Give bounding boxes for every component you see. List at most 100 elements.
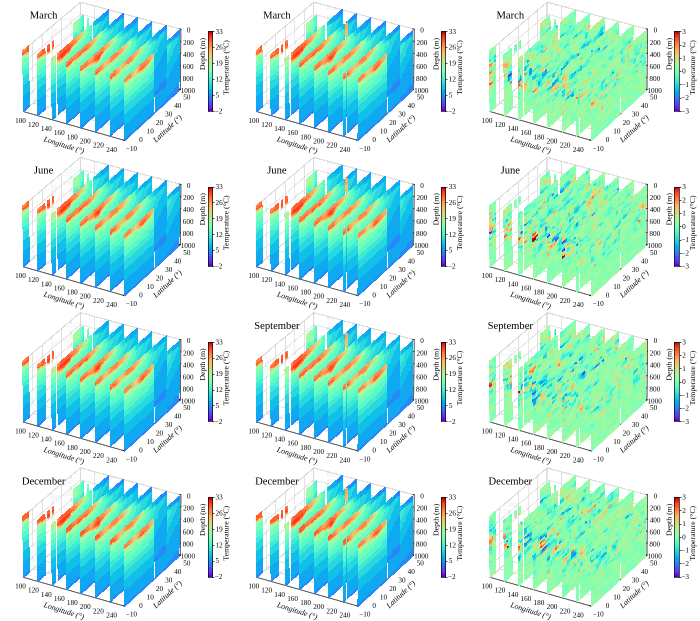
svg-text:30: 30: [398, 421, 406, 429]
svg-text:220: 220: [560, 607, 571, 615]
svg-text:120: 120: [261, 276, 272, 284]
svg-text:40: 40: [641, 257, 649, 265]
svg-text:2: 2: [682, 41, 686, 49]
svg-text:160: 160: [287, 284, 298, 292]
svg-text:400: 400: [416, 361, 427, 369]
svg-text:800: 800: [416, 541, 427, 549]
svg-text:180: 180: [534, 133, 545, 141]
svg-text:3: 3: [682, 28, 686, 36]
svg-text:100: 100: [15, 272, 26, 280]
svg-text:0: 0: [372, 447, 376, 455]
svg-text:140: 140: [508, 591, 519, 599]
svg-text:400: 400: [183, 361, 194, 369]
svg-text:400: 400: [416, 51, 427, 59]
svg-text:30: 30: [165, 266, 173, 274]
svg-text:240: 240: [106, 456, 117, 464]
svg-text:5: 5: [449, 247, 453, 255]
svg-text:200: 200: [417, 194, 428, 202]
svg-text:600: 600: [183, 529, 194, 537]
svg-text:100: 100: [15, 583, 26, 591]
svg-text:−10: −10: [592, 145, 604, 153]
svg-text:March: March: [496, 11, 524, 22]
svg-text:December: December: [22, 476, 66, 487]
svg-text:−3: −3: [681, 418, 689, 426]
svg-text:−1: −1: [681, 391, 689, 399]
svg-text:200: 200: [650, 39, 661, 47]
svg-text:240: 240: [340, 456, 351, 464]
svg-text:June: June: [34, 166, 54, 177]
svg-text:5: 5: [216, 247, 220, 255]
svg-text:26: 26: [449, 44, 457, 52]
svg-text:30: 30: [165, 421, 173, 429]
svg-text:200: 200: [183, 505, 194, 513]
svg-text:Depth (m): Depth (m): [431, 37, 440, 70]
svg-text:120: 120: [28, 587, 39, 595]
svg-text:Depth (m): Depth (m): [431, 193, 440, 226]
svg-text:200: 200: [80, 448, 91, 456]
svg-text:30: 30: [632, 576, 640, 584]
svg-text:0: 0: [682, 378, 686, 386]
svg-text:Temperature (°C): Temperature (°C): [222, 350, 231, 405]
svg-text:0: 0: [139, 447, 143, 455]
svg-text:1: 1: [682, 54, 686, 62]
svg-text:30: 30: [165, 111, 173, 119]
svg-text:240: 240: [573, 146, 584, 154]
svg-text:2: 2: [682, 352, 686, 360]
svg-text:200: 200: [313, 138, 324, 146]
svg-text:0: 0: [372, 291, 376, 299]
svg-text:180: 180: [300, 133, 311, 141]
svg-text:33: 33: [216, 338, 224, 346]
svg-text:400: 400: [650, 517, 661, 525]
svg-text:40: 40: [408, 102, 416, 110]
svg-text:5: 5: [449, 557, 453, 565]
svg-text:10: 10: [613, 128, 621, 136]
svg-text:180: 180: [300, 444, 311, 452]
svg-text:140: 140: [508, 125, 519, 133]
svg-text:120: 120: [495, 121, 506, 129]
svg-text:12: 12: [216, 76, 224, 84]
svg-text:5: 5: [449, 402, 453, 410]
svg-text:33: 33: [216, 494, 224, 502]
svg-text:140: 140: [508, 436, 519, 444]
svg-text:40: 40: [408, 568, 416, 576]
svg-text:Depth (m): Depth (m): [198, 193, 207, 226]
svg-text:120: 120: [28, 276, 39, 284]
svg-text:Depth (m): Depth (m): [431, 348, 440, 381]
svg-text:−10: −10: [592, 300, 604, 308]
svg-text:0: 0: [420, 182, 424, 190]
svg-text:33: 33: [216, 28, 224, 36]
svg-text:1: 1: [682, 210, 686, 218]
svg-text:50: 50: [417, 404, 425, 412]
svg-text:−10: −10: [592, 611, 604, 619]
svg-text:140: 140: [41, 280, 52, 288]
svg-text:−2: −2: [681, 405, 689, 413]
svg-text:1000: 1000: [181, 397, 196, 405]
svg-text:600: 600: [416, 218, 427, 226]
svg-text:200: 200: [183, 194, 194, 202]
svg-text:0: 0: [187, 27, 191, 35]
svg-text:120: 120: [28, 432, 39, 440]
svg-text:220: 220: [326, 607, 337, 615]
svg-text:12: 12: [449, 231, 457, 239]
svg-text:400: 400: [183, 51, 194, 59]
svg-text:20: 20: [156, 430, 164, 438]
svg-text:19: 19: [449, 215, 457, 223]
svg-text:40: 40: [174, 257, 182, 265]
svg-text:20: 20: [389, 119, 397, 127]
svg-text:160: 160: [521, 284, 532, 292]
svg-text:180: 180: [67, 599, 78, 607]
svg-text:400: 400: [416, 517, 427, 525]
svg-text:100: 100: [482, 427, 493, 435]
svg-text:−10: −10: [592, 455, 604, 463]
svg-text:800: 800: [183, 541, 194, 549]
svg-text:100: 100: [482, 583, 493, 591]
svg-text:180: 180: [534, 599, 545, 607]
svg-text:200: 200: [547, 293, 558, 301]
svg-text:0: 0: [420, 492, 424, 500]
svg-text:50: 50: [183, 560, 191, 568]
svg-text:180: 180: [67, 133, 78, 141]
svg-text:Temperature (°C): Temperature (°C): [222, 195, 231, 250]
svg-text:0: 0: [139, 136, 143, 144]
svg-text:10: 10: [147, 438, 155, 446]
svg-text:33: 33: [216, 183, 224, 191]
